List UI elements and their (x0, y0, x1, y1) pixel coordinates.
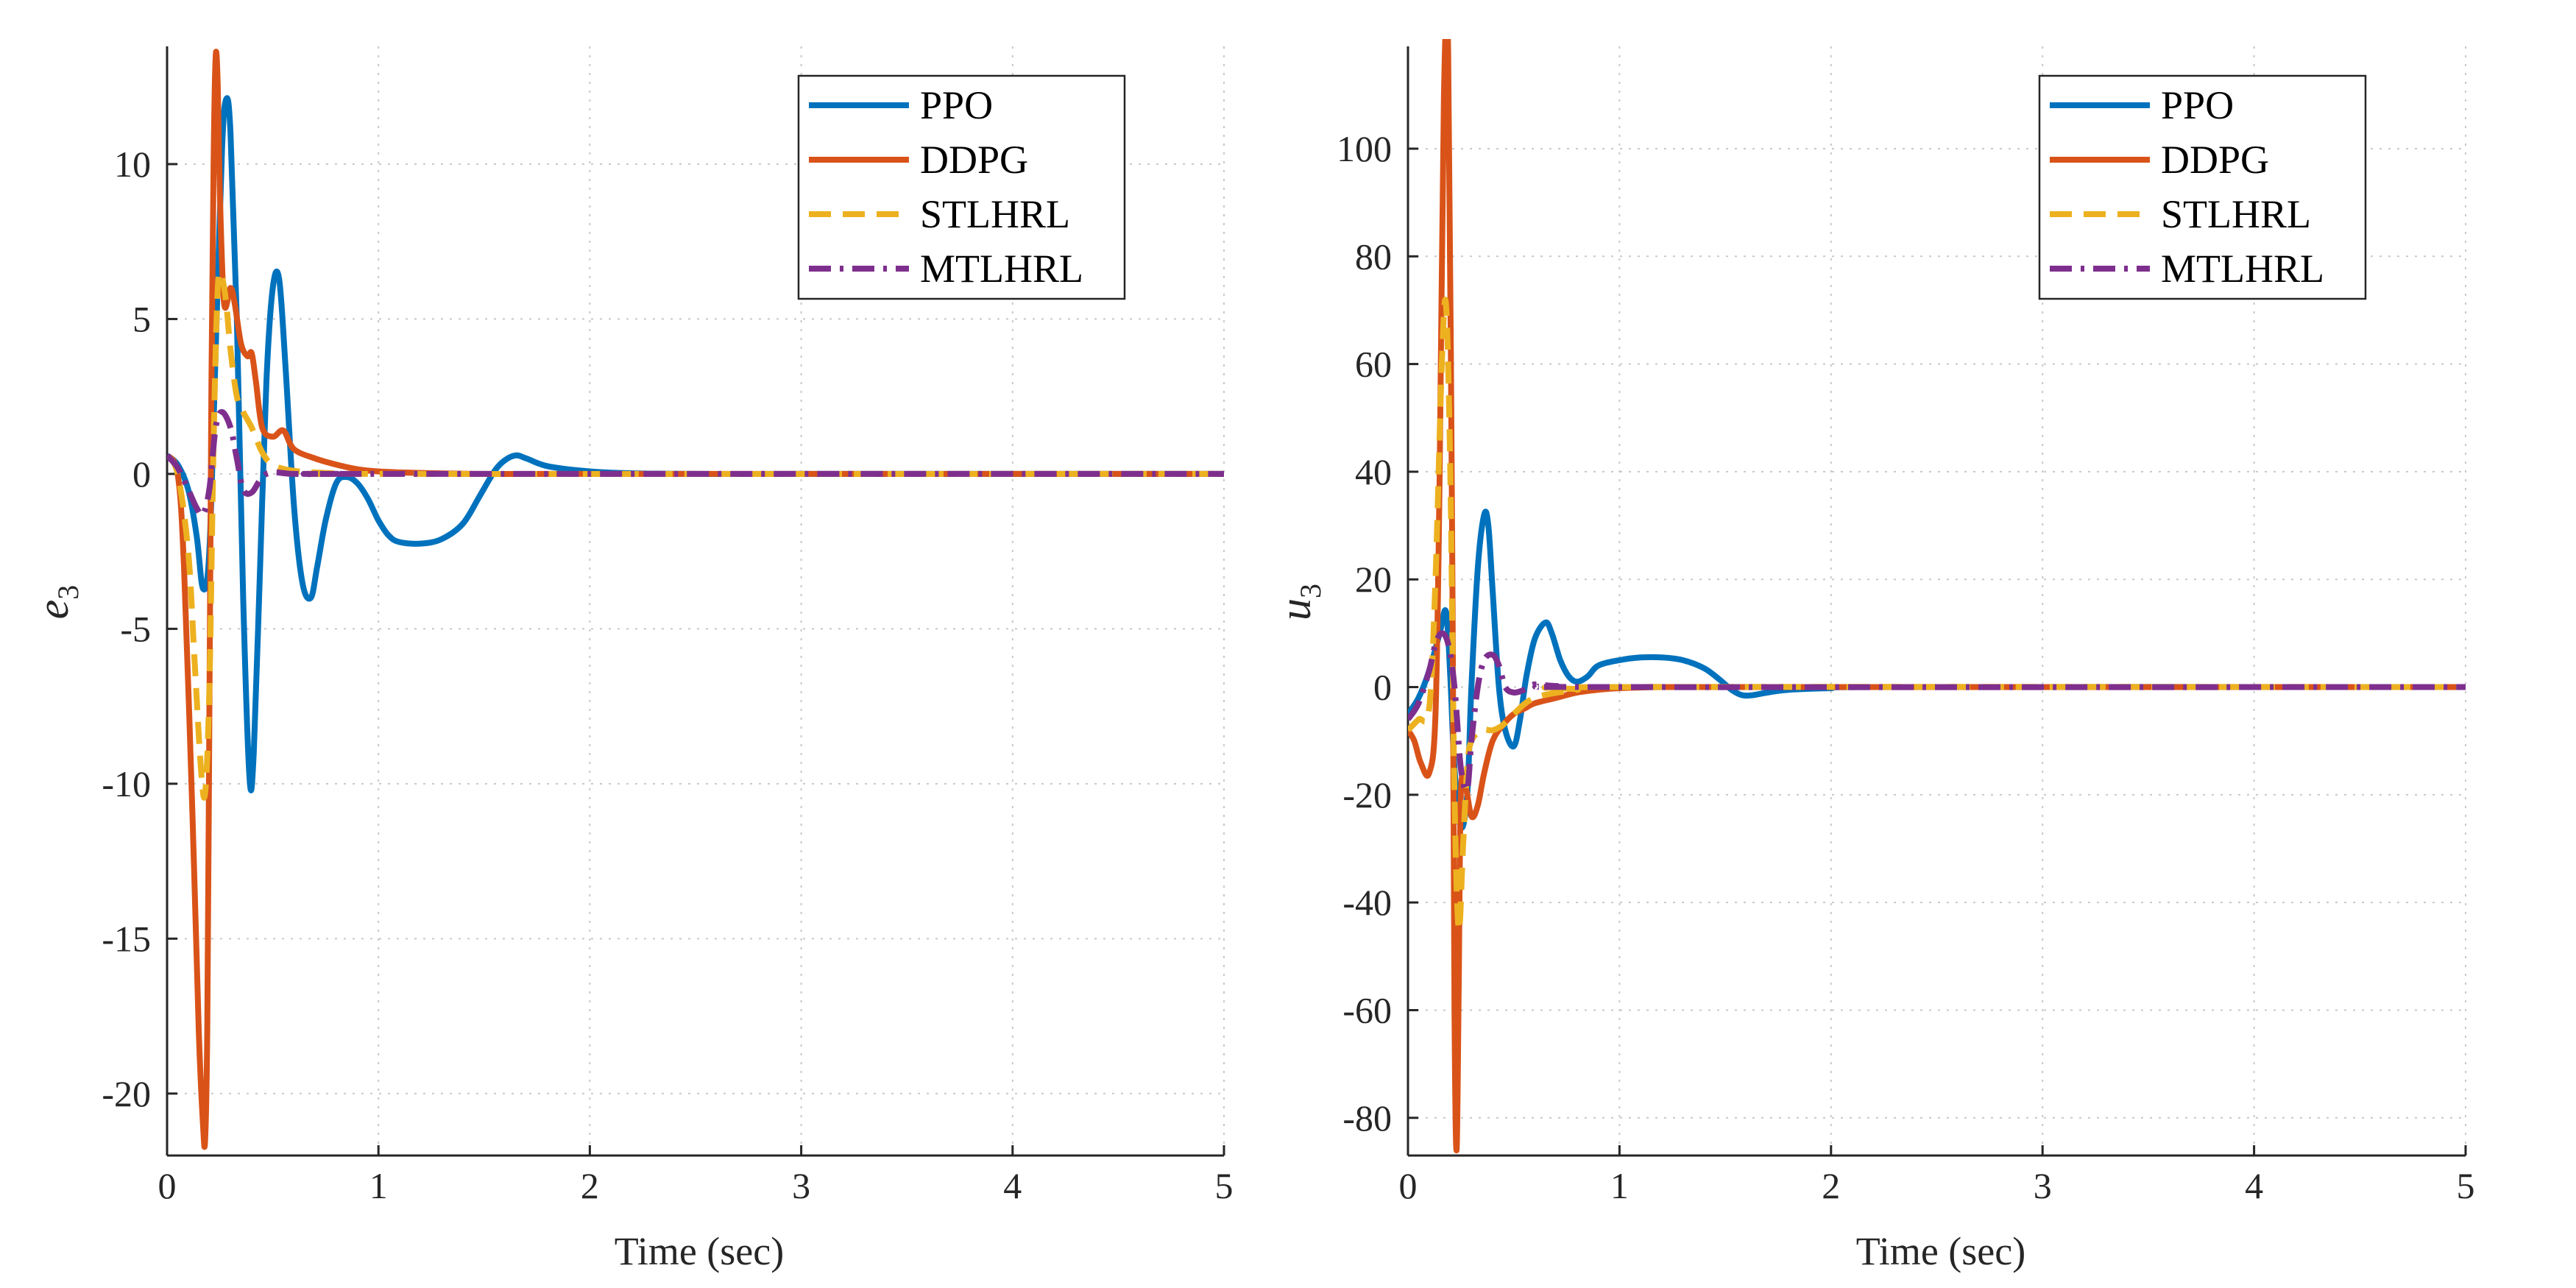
right-y-tick-label-7: 60 (1355, 344, 1392, 385)
left-y-tick-label-4: 0 (132, 453, 151, 495)
left-y-tick-label-5: 5 (132, 298, 151, 339)
left-legend-box (797, 74, 1126, 300)
left-x-tick-label-1: 1 (369, 1165, 388, 1206)
right-y-axis-label-subscript: 3 (1294, 584, 1327, 598)
left-series-ddpg-line (167, 49, 1224, 1150)
right-series-mtlhrl-line (1408, 630, 2466, 793)
right-legend-label-ddpg: DDPG (2161, 138, 2269, 182)
left-series-ppo-line (167, 95, 1224, 793)
right-legend: PPO DDPG STLHRL MTLHRL (2038, 74, 2367, 300)
right-ticks: 0 1 2 3 4 5 -80 -60 -40 -20 0 20 40 60 80 100 (1337, 128, 2475, 1206)
left-x-axis-label: Time (sec) (615, 1229, 784, 1273)
right-legend-label-ppo: PPO (2161, 83, 2234, 127)
left-y-axis-label-subscript: 3 (52, 585, 85, 600)
right-y-tick-label-6: 40 (1355, 451, 1392, 492)
right-y-tick-label-8: 80 (1355, 236, 1392, 277)
right-y-tick-label-1: -60 (1342, 989, 1392, 1030)
left-y-tick-label-1: -15 (102, 918, 151, 959)
left-series-lines (167, 49, 1224, 1150)
right-x-tick-label-2: 2 (1822, 1165, 1840, 1206)
right-x-tick-label-3: 3 (2034, 1165, 2052, 1206)
left-y-tick-label-2: -10 (102, 763, 151, 804)
right-y-tick-label-5: 20 (1355, 559, 1392, 600)
left-y-axis-label-base: e (29, 600, 77, 620)
right-x-axis-label: Time (sec) (1856, 1229, 2025, 1273)
left-legend-label-mtlhrl: MTLHRL (920, 247, 1083, 291)
right-x-tick-label-0: 0 (1399, 1165, 1418, 1206)
right-y-tick-label-4: 0 (1373, 667, 1392, 708)
left-x-tick-label-5: 5 (1215, 1165, 1234, 1206)
left-legend-label-stlhrl: STLHRL (920, 192, 1070, 236)
left-x-tick-label-2: 2 (581, 1165, 599, 1206)
right-y-tick-label-3: -20 (1342, 774, 1392, 815)
left-x-tick-label-4: 4 (1003, 1165, 1022, 1206)
right-legend-label-mtlhrl: MTLHRL (2161, 247, 2324, 291)
right-y-axis-label-base: u (1271, 598, 1320, 620)
left-legend: PPO DDPG STLHRL MTLHRL (797, 74, 1126, 300)
left-x-tick-label-0: 0 (158, 1165, 177, 1206)
left-legend-label-ppo: PPO (920, 83, 993, 127)
left-y-tick-label-0: -20 (102, 1073, 151, 1114)
right-legend-box (2038, 74, 2367, 300)
right-x-tick-label-1: 1 (1610, 1165, 1629, 1206)
right-axes (1406, 46, 2466, 1157)
left-series-mtlhrl-line (167, 408, 1224, 518)
right-series-lines (1408, 39, 2466, 1153)
right-y-tick-label-9: 100 (1337, 128, 1392, 169)
right-y-tick-label-0: -80 (1342, 1097, 1392, 1139)
right-y-tick-label-2: -40 (1342, 882, 1392, 923)
left-axes (166, 46, 1224, 1157)
right-y-axis-label: u3 (1271, 584, 1327, 620)
left-ticks: 0 1 2 3 4 5 -20 -15 -10 -5 0 5 10 (102, 144, 1233, 1206)
right-x-tick-label-5: 5 (2457, 1165, 2475, 1206)
left-y-axis-label: e3 (29, 585, 85, 620)
right-x-tick-label-4: 4 (2245, 1165, 2263, 1206)
right-legend-label-stlhrl: STLHRL (2161, 192, 2311, 236)
right-chart-panel: 0 1 2 3 4 5 -80 -60 -40 -20 0 20 40 60 80 100 Time (sec… (1271, 39, 2475, 1273)
left-y-tick-label-3: -5 (120, 608, 151, 649)
left-x-tick-label-3: 3 (792, 1165, 810, 1206)
left-y-tick-label-6: 10 (114, 144, 151, 185)
left-legend-label-ddpg: DDPG (920, 138, 1028, 182)
